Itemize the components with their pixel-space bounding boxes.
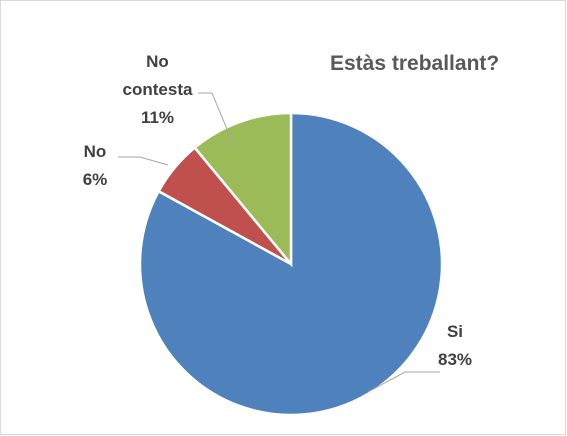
value-label: 83% (437, 350, 473, 369)
data-label: No contesta 11% (110, 48, 205, 132)
leader-line (198, 92, 235, 147)
leader-line (367, 371, 440, 393)
value-label: 6% (82, 170, 108, 189)
category-label: No contesta (122, 52, 193, 99)
data-label: No 6% (70, 138, 120, 194)
category-label: No (83, 142, 107, 161)
pie-slice (192, 111, 293, 268)
leader-line (118, 156, 169, 166)
category-label: Si (446, 322, 464, 341)
chart-title: Estàs treballant? (330, 52, 500, 75)
data-label: Si 83% (425, 318, 485, 374)
value-label: 11% (140, 108, 175, 127)
